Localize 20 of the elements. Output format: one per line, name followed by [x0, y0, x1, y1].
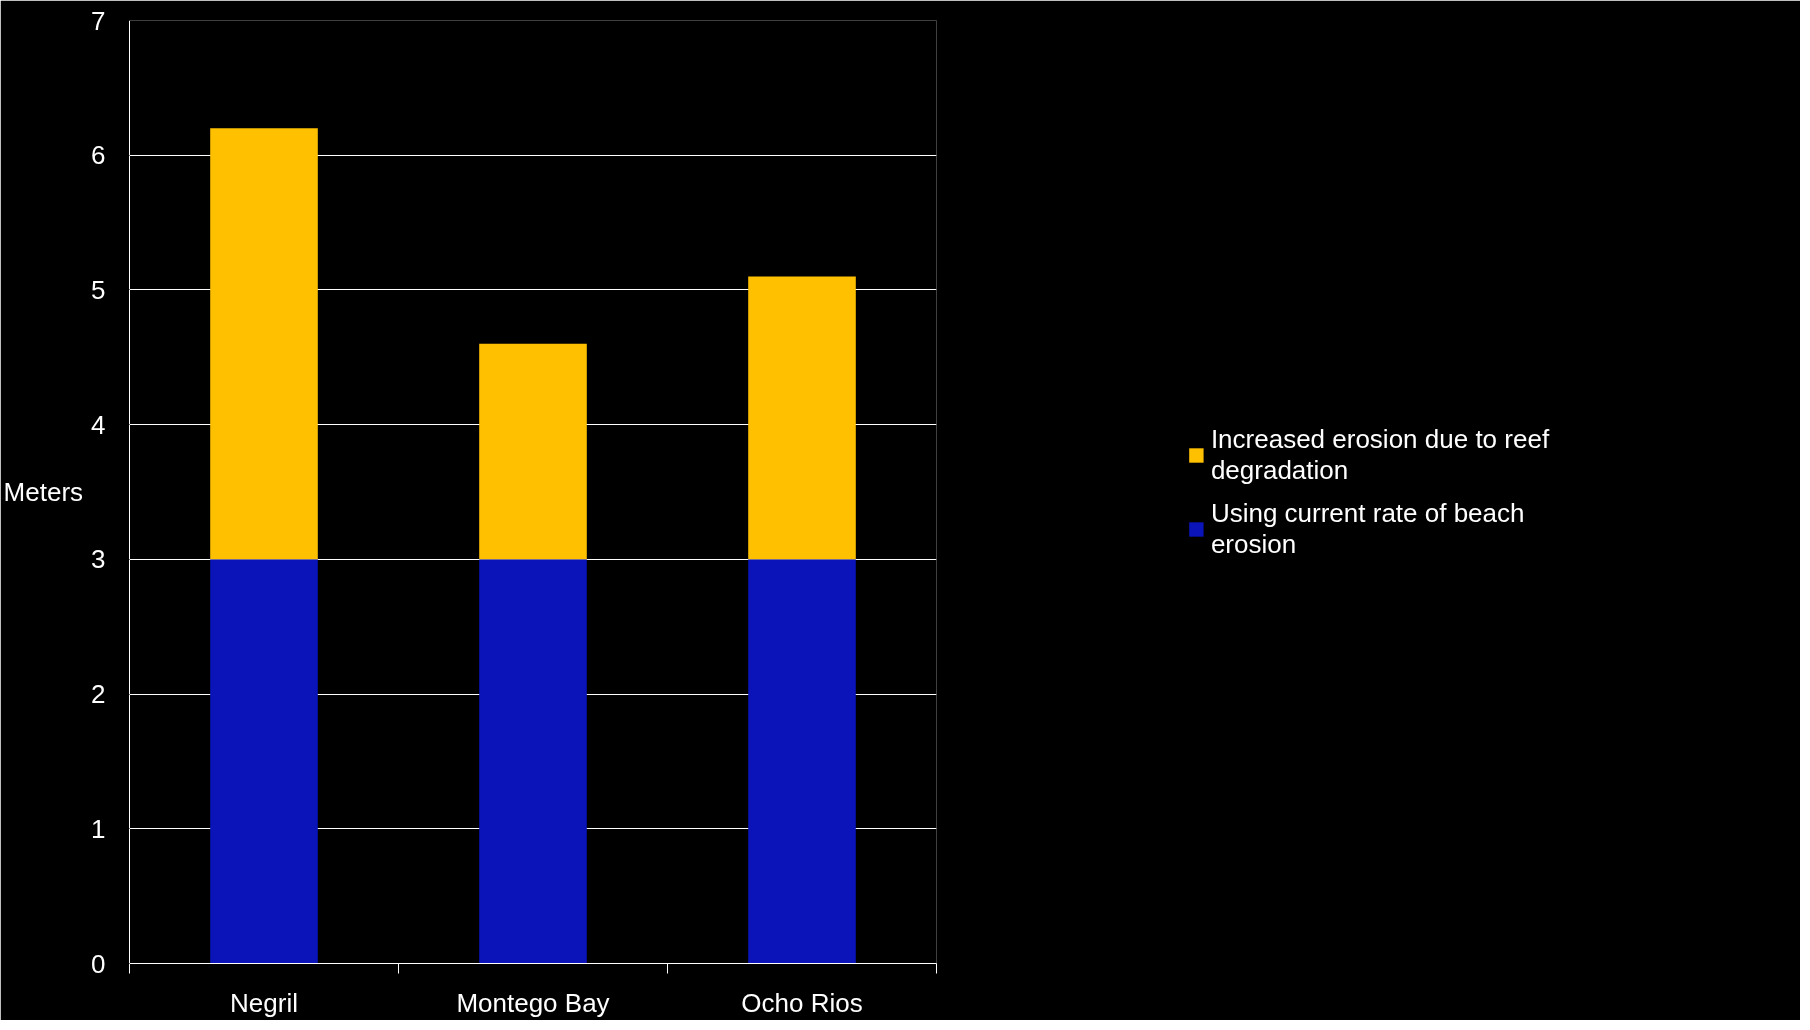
y-axis-title: Meters — [3, 477, 84, 507]
y-tick-label: 7 — [91, 5, 106, 36]
legend-label: Using current rate of beach erosion — [1210, 497, 1525, 560]
y-tick-label: 1 — [91, 813, 106, 844]
bar — [210, 559, 318, 964]
bar — [479, 343, 587, 560]
bar — [210, 128, 318, 560]
y-tick-label: 5 — [91, 274, 106, 305]
x-tick-label: Montego Bay — [456, 987, 610, 1018]
y-tick-label: 2 — [91, 679, 106, 710]
legend-label: Increased erosion due to reef degradation — [1210, 423, 1550, 486]
y-tick-label: 6 — [91, 140, 106, 171]
bar — [748, 276, 856, 560]
bar — [748, 559, 856, 964]
x-tick-label: Ocho Rios — [741, 987, 863, 1018]
bar — [479, 559, 587, 964]
x-tick-label: Negril — [230, 987, 298, 1018]
y-tick-label: 3 — [91, 544, 106, 575]
y-tick-label: 4 — [91, 409, 106, 440]
y-tick-label: 0 — [91, 948, 106, 979]
